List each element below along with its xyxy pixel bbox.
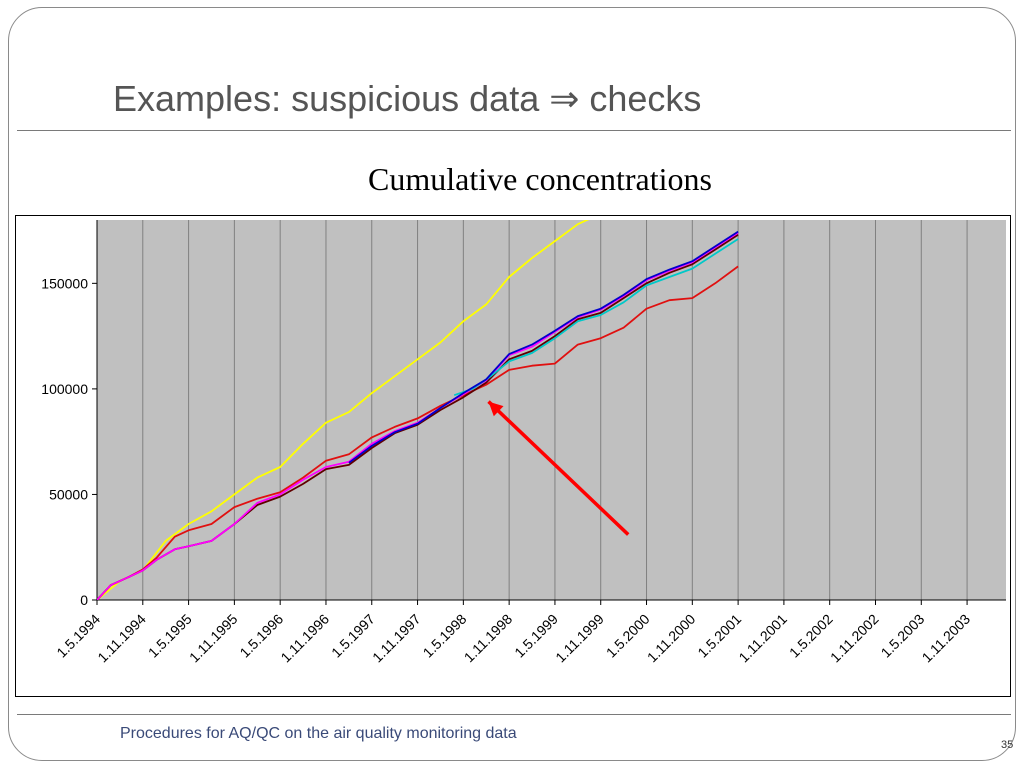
chart: 0500001000001500001.5.19941.11.19941.5.1… bbox=[15, 215, 1011, 697]
annotation-arrow bbox=[487, 400, 630, 536]
title-divider bbox=[17, 130, 1011, 131]
y-tick-label: 100000 bbox=[41, 381, 88, 397]
series-group bbox=[97, 220, 739, 600]
page-number: 35 bbox=[1001, 739, 1014, 751]
y-tick-label: 0 bbox=[80, 592, 88, 608]
series-line bbox=[97, 265, 739, 600]
plot-area bbox=[97, 220, 1006, 600]
slide-title: Examples: suspicious data ⇒ checks bbox=[113, 78, 702, 119]
slide-frame bbox=[8, 7, 1016, 761]
chart-title: Cumulative concentrations bbox=[368, 161, 712, 197]
series-line bbox=[453, 238, 739, 397]
series-line bbox=[97, 220, 590, 600]
series-line bbox=[97, 231, 739, 600]
footer-divider bbox=[17, 714, 1011, 715]
annotation-arrow-head bbox=[488, 401, 504, 417]
series-line bbox=[348, 230, 739, 464]
y-tick-label: 50000 bbox=[49, 486, 88, 502]
y-tick-label: 150000 bbox=[41, 275, 88, 291]
footer-text: Procedures for AQ/QC on the air quality … bbox=[120, 725, 517, 742]
